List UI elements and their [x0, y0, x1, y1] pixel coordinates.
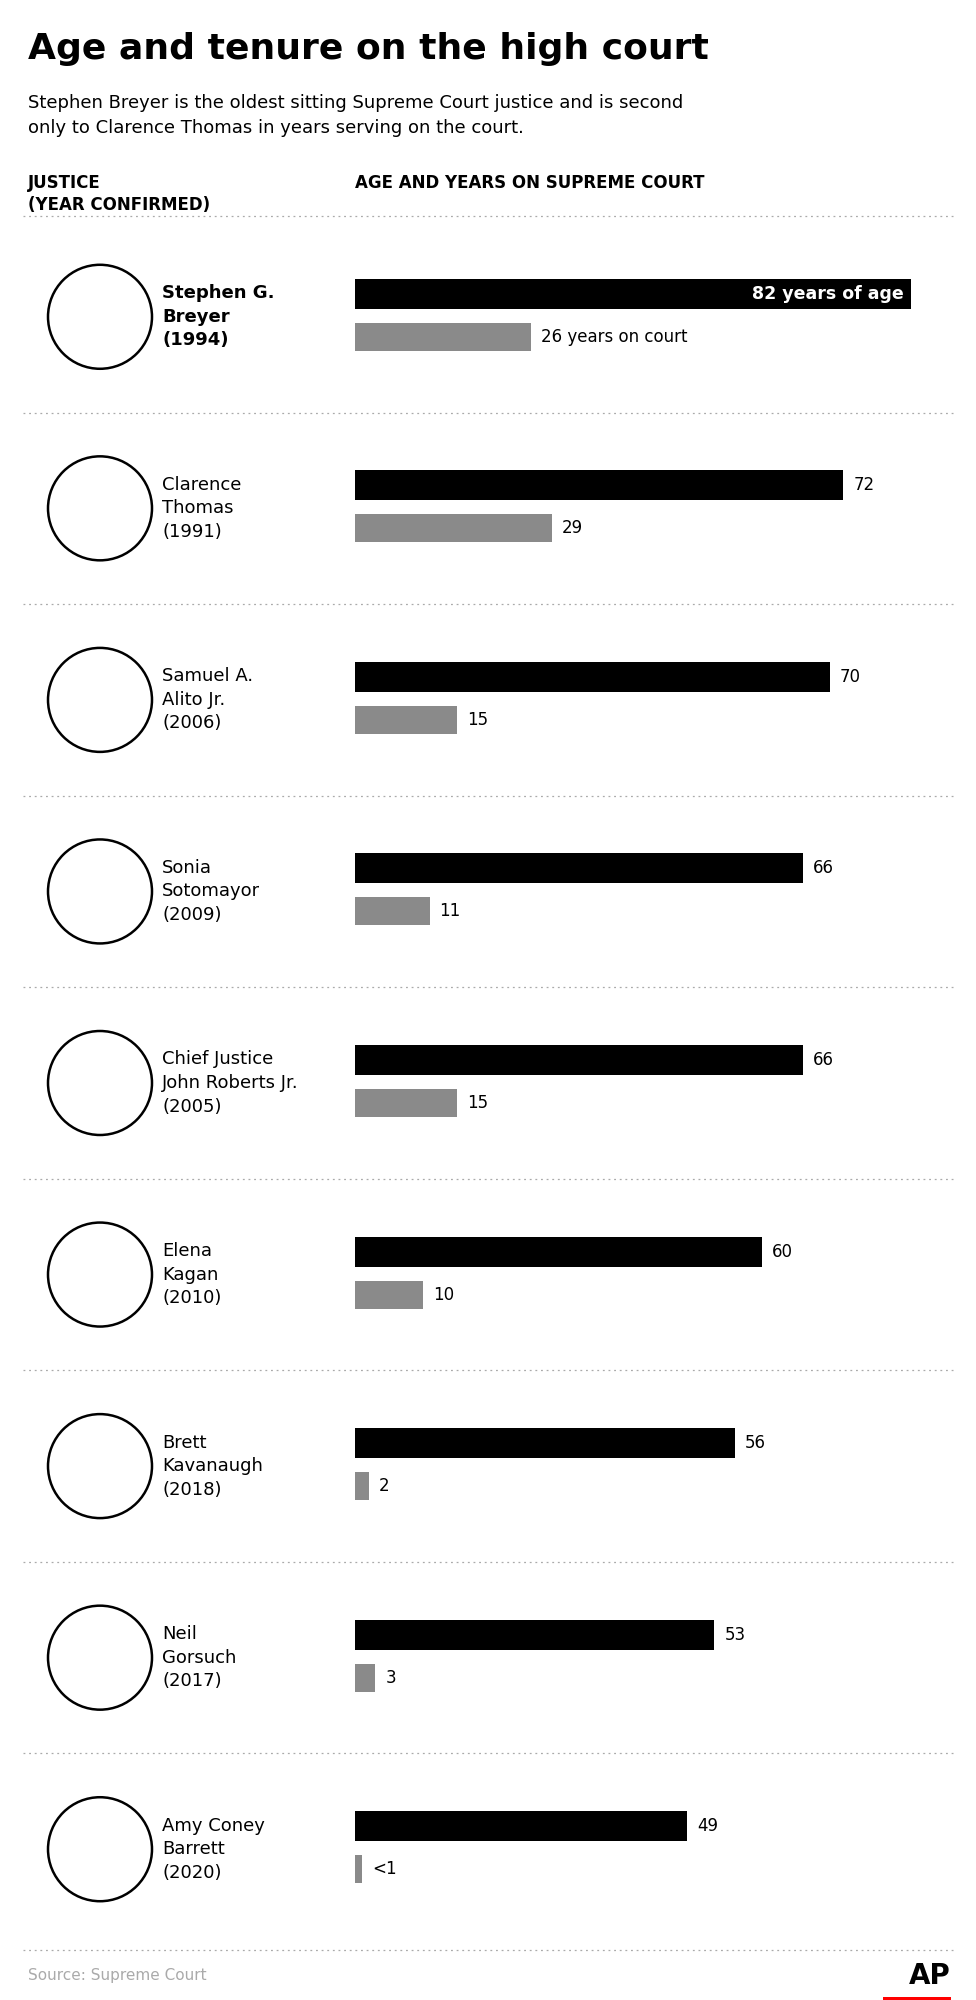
FancyBboxPatch shape [355, 1280, 423, 1308]
Text: 10: 10 [432, 1286, 454, 1304]
FancyBboxPatch shape [355, 1236, 762, 1266]
FancyBboxPatch shape [355, 1664, 376, 1692]
Text: 72: 72 [853, 476, 874, 494]
FancyBboxPatch shape [355, 1044, 802, 1076]
FancyBboxPatch shape [355, 854, 802, 884]
Text: AP: AP [910, 1962, 951, 1990]
Text: Brett
Kavanaugh
(2018): Brett Kavanaugh (2018) [162, 1434, 263, 1498]
Text: Elena
Kagan
(2010): Elena Kagan (2010) [162, 1242, 222, 1308]
Text: AGE AND YEARS ON SUPREME COURT: AGE AND YEARS ON SUPREME COURT [355, 174, 705, 192]
FancyBboxPatch shape [355, 1856, 362, 1884]
Text: 66: 66 [812, 1052, 834, 1068]
Text: Stephen Breyer is the oldest sitting Supreme Court justice and is second
only to: Stephen Breyer is the oldest sitting Sup… [28, 94, 683, 136]
Text: 2: 2 [379, 1478, 389, 1496]
FancyBboxPatch shape [355, 1620, 714, 1650]
FancyBboxPatch shape [355, 898, 429, 926]
Text: Amy Coney
Barrett
(2020): Amy Coney Barrett (2020) [162, 1816, 264, 1882]
Text: 26 years on court: 26 years on court [542, 328, 688, 346]
Text: <1: <1 [372, 1860, 396, 1878]
Text: Samuel A.
Alito Jr.
(2006): Samuel A. Alito Jr. (2006) [162, 668, 253, 732]
FancyBboxPatch shape [355, 1472, 369, 1500]
FancyBboxPatch shape [355, 278, 911, 308]
FancyBboxPatch shape [355, 322, 531, 350]
Text: 15: 15 [467, 710, 488, 728]
Text: 82 years of age: 82 years of age [752, 284, 904, 302]
Text: 66: 66 [812, 860, 834, 878]
FancyBboxPatch shape [355, 1088, 457, 1116]
Text: 70: 70 [839, 668, 861, 686]
FancyBboxPatch shape [355, 662, 830, 692]
Text: Neil
Gorsuch
(2017): Neil Gorsuch (2017) [162, 1626, 236, 1690]
FancyBboxPatch shape [355, 1428, 735, 1458]
FancyBboxPatch shape [355, 1812, 687, 1842]
Text: 60: 60 [772, 1242, 793, 1260]
Text: Clarence
Thomas
(1991): Clarence Thomas (1991) [162, 476, 241, 540]
Text: Chief Justice
John Roberts Jr.
(2005): Chief Justice John Roberts Jr. (2005) [162, 1050, 299, 1116]
Text: 29: 29 [561, 520, 583, 538]
Text: 49: 49 [697, 1818, 718, 1836]
Text: Sonia
Sotomayor
(2009): Sonia Sotomayor (2009) [162, 858, 261, 924]
Text: 15: 15 [467, 1094, 488, 1112]
Text: 3: 3 [386, 1668, 396, 1686]
Text: JUSTICE
(YEAR CONFIRMED): JUSTICE (YEAR CONFIRMED) [28, 174, 210, 214]
FancyBboxPatch shape [355, 470, 843, 500]
FancyBboxPatch shape [355, 706, 457, 734]
Text: Age and tenure on the high court: Age and tenure on the high court [28, 32, 709, 66]
FancyBboxPatch shape [355, 514, 551, 542]
FancyBboxPatch shape [883, 1998, 951, 2000]
Text: 56: 56 [745, 1434, 766, 1452]
Text: Stephen G.
Breyer
(1994): Stephen G. Breyer (1994) [162, 284, 274, 350]
Text: 53: 53 [724, 1626, 746, 1644]
Text: 11: 11 [439, 902, 461, 920]
Text: Source: Supreme Court: Source: Supreme Court [28, 1968, 207, 1984]
